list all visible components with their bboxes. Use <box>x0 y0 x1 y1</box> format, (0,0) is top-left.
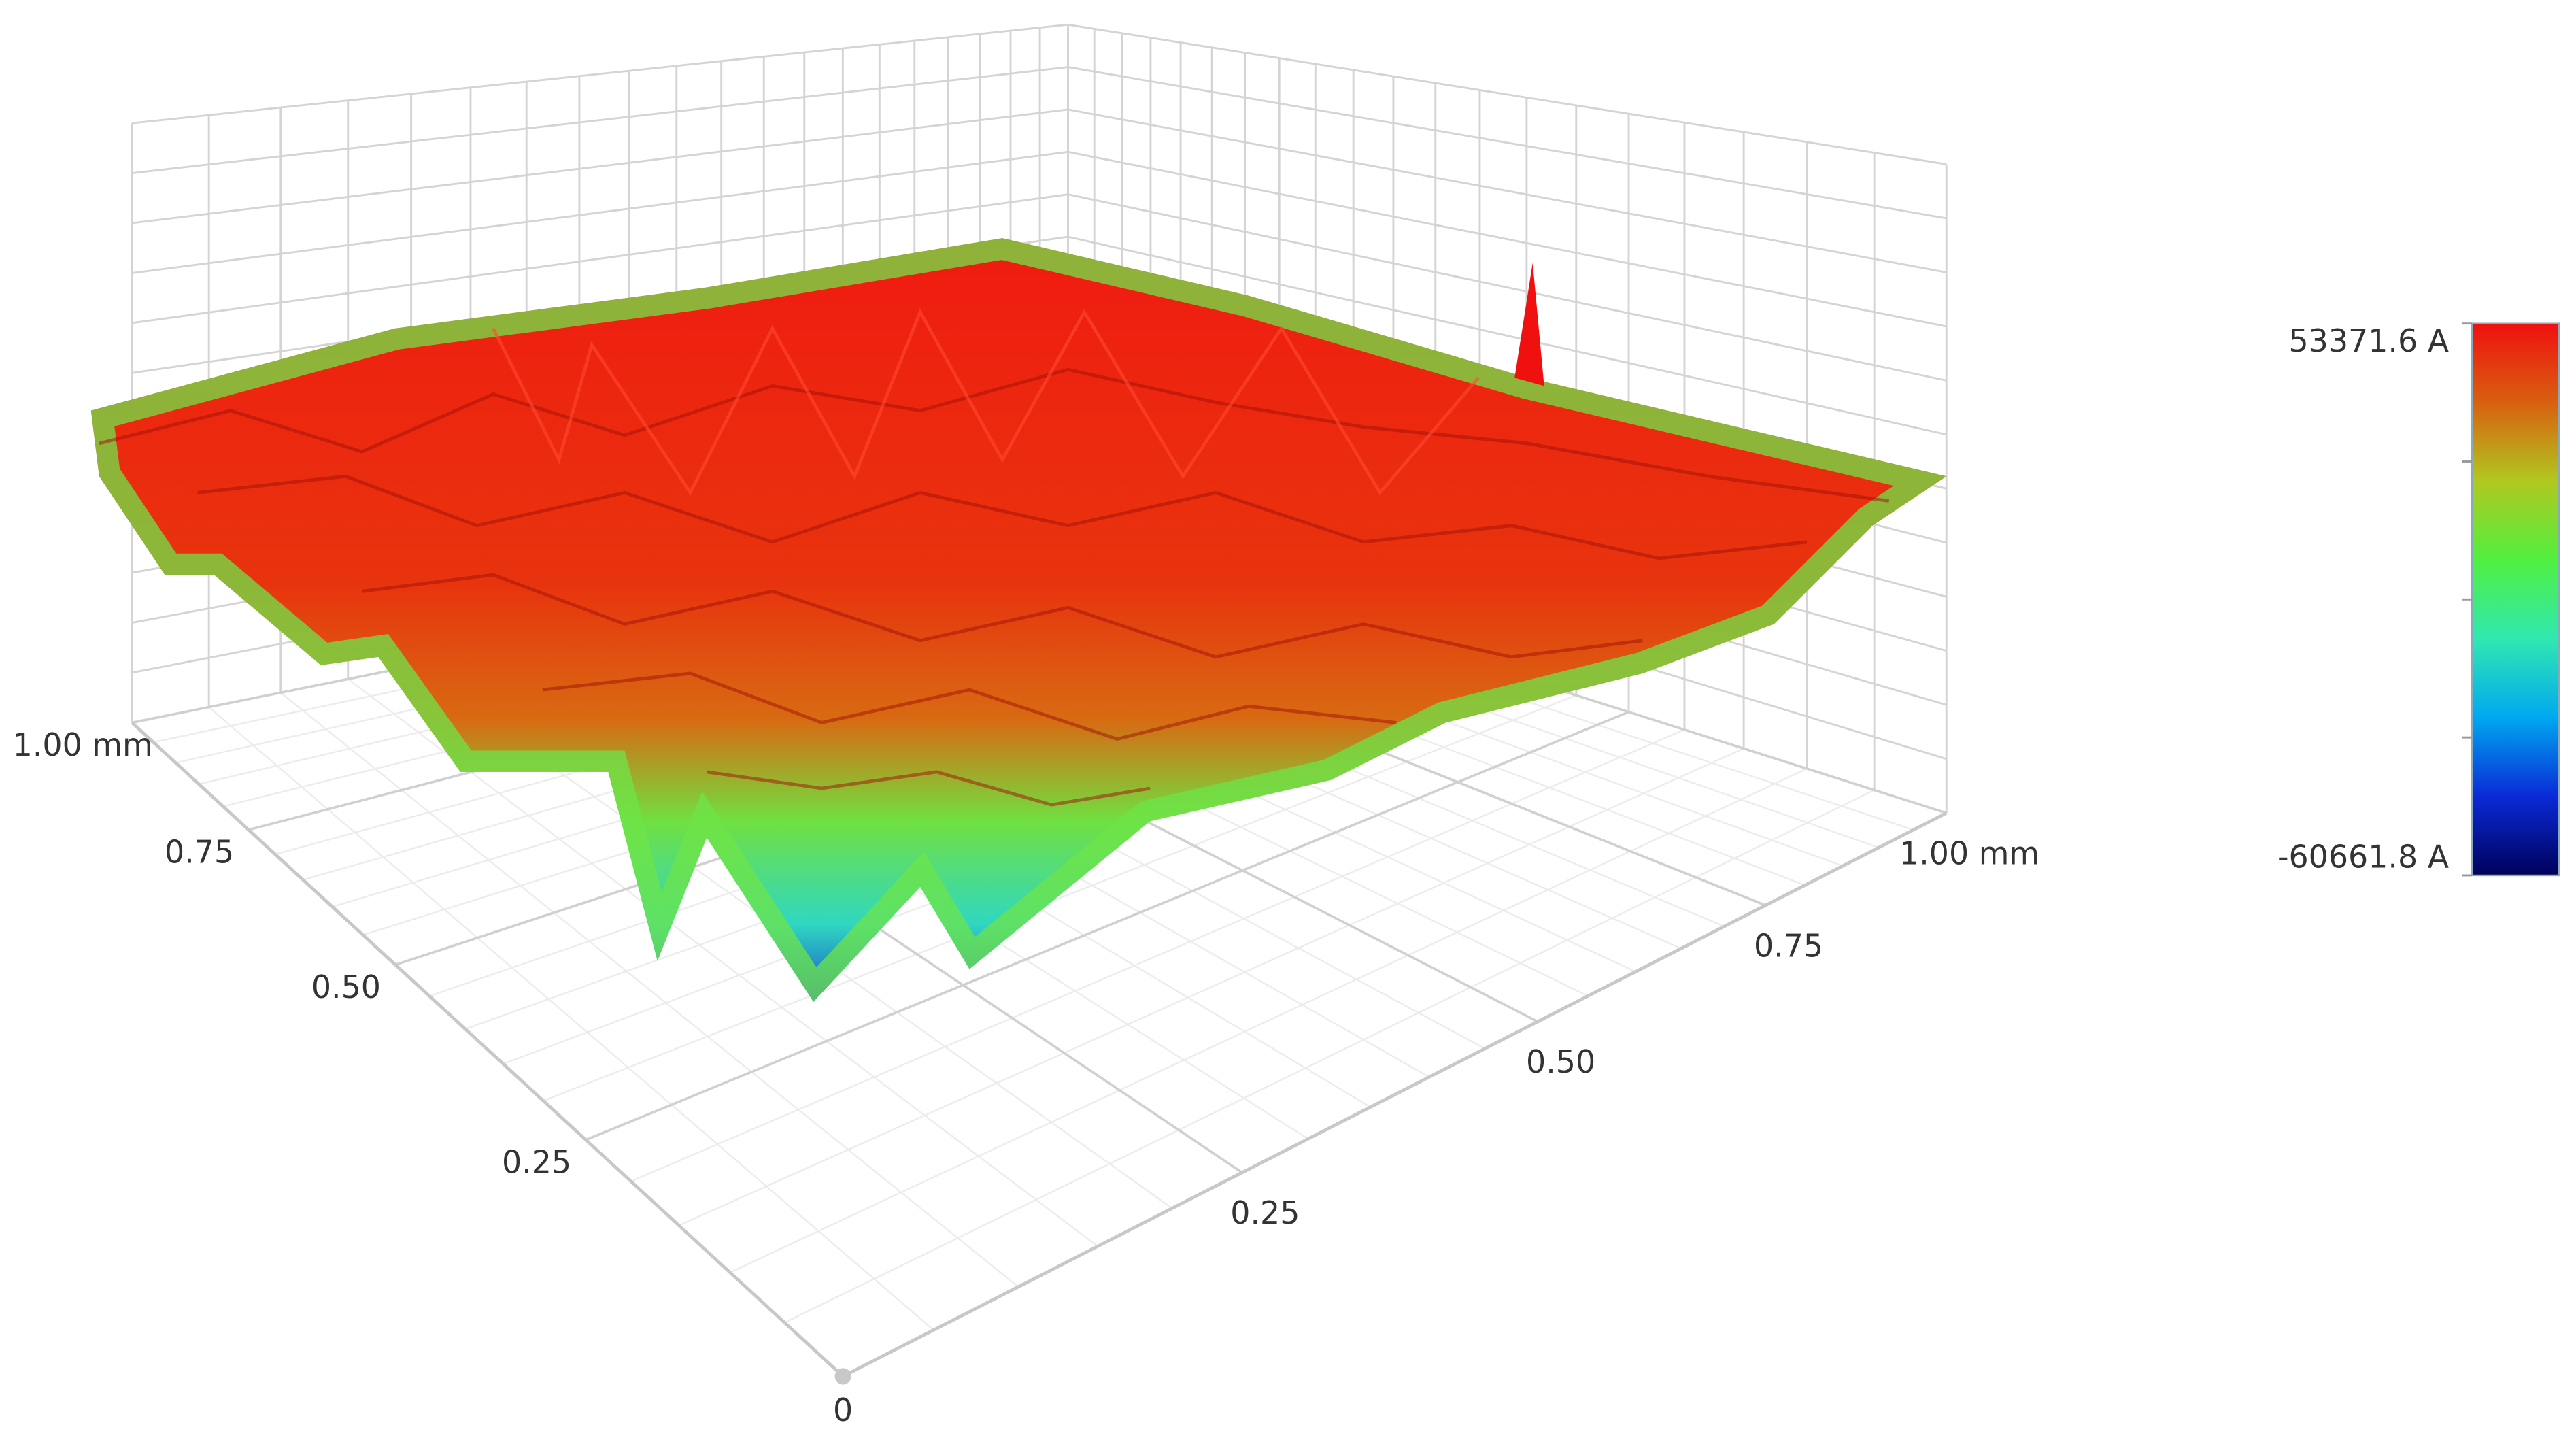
axes: 0 0.25 0.50 0.75 1.00 mm 0.25 0.50 0.75 1.00 mm <box>13 721 2039 1428</box>
x-tick-label: 0 <box>833 1392 853 1428</box>
y-tick-label: 1.00 mm <box>1899 835 2039 871</box>
origin-marker <box>834 1368 851 1385</box>
y-tick-label: 0.50 <box>1526 1043 1595 1080</box>
y-tick-label: 0.25 <box>1230 1194 1300 1231</box>
minor-grid-line <box>208 706 934 1331</box>
colorbar-scale <box>2471 322 2560 877</box>
x-tick-label: 0.50 <box>311 969 381 1005</box>
minor-grid-line <box>543 694 1577 1102</box>
axis-line <box>131 721 845 1378</box>
surface-edge <box>91 238 1946 1002</box>
colorbar: 53371.6 A -60661.8 A <box>2277 322 2560 877</box>
wall-grid-line <box>1068 150 1947 328</box>
x-tick-label: 0.25 <box>502 1144 571 1181</box>
colorbar-tick-label: 53371.6 A <box>2289 322 2450 359</box>
y-tick-label: 0.75 <box>1754 927 1823 964</box>
x-tick-label: 1.00 mm <box>13 726 153 763</box>
wall-grid-line <box>131 150 1068 274</box>
minor-grid-line <box>678 748 1744 1226</box>
minor-grid-line <box>630 728 1685 1182</box>
surface <box>91 238 1947 1002</box>
x-tick-label: 0.75 <box>165 834 234 871</box>
wall-grid-line <box>1068 108 1947 273</box>
colorbar-tick-label: -60661.8 A <box>2277 838 2449 875</box>
axis-line <box>842 811 1948 1378</box>
wall-grid-line <box>1068 193 1947 382</box>
wall-grid-line <box>131 66 1068 174</box>
wall-grid-line <box>1068 66 1947 220</box>
minor-grid-line <box>280 692 1019 1288</box>
surface-spike <box>1514 263 1544 386</box>
wall-grid-line <box>131 193 1068 324</box>
wall-grid-line <box>1068 23 1947 165</box>
wall-grid-line <box>131 108 1068 224</box>
minor-grid-line <box>730 767 1808 1273</box>
wall-grid-line <box>1068 235 1947 436</box>
minor-grid-line <box>784 789 1875 1324</box>
minor-grid-line <box>348 678 1098 1247</box>
wall-grid-line <box>131 23 1068 124</box>
grid-line <box>585 711 1629 1141</box>
